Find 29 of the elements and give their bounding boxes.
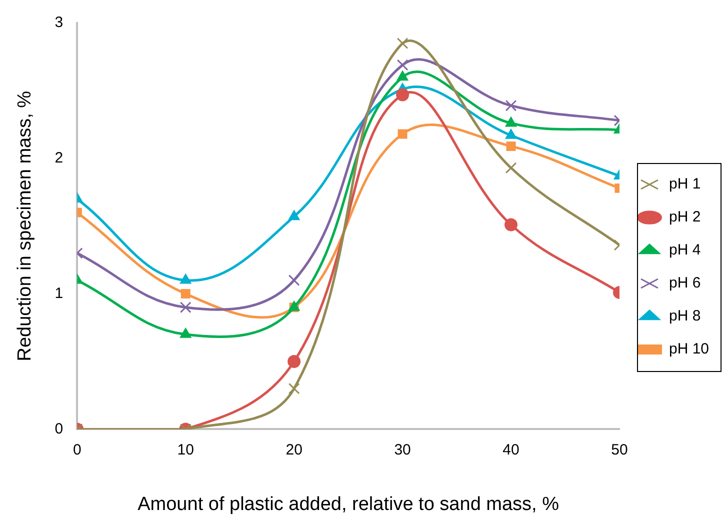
point: [396, 38, 408, 50]
legend-label: pH 2: [668, 208, 701, 226]
point: [288, 210, 300, 220]
legend-label: pH 6: [668, 274, 701, 292]
x-tick-label: 50: [611, 441, 628, 458]
x-tick-label: 20: [286, 441, 302, 458]
legend-label: pH 1: [668, 176, 701, 193]
y-tick-label: 2: [54, 150, 64, 167]
x-tick-label: 0: [72, 441, 82, 458]
x-tick-label: 40: [502, 441, 520, 458]
point: [505, 100, 517, 112]
point: [505, 116, 517, 127]
point: [505, 128, 517, 139]
legend-label: pH 4: [668, 242, 701, 259]
y-tick-label: 3: [54, 14, 64, 32]
legend-label: pH 10: [668, 340, 710, 358]
legend-label: pH 8: [668, 308, 701, 325]
point: [396, 88, 410, 102]
point: [504, 218, 518, 232]
x-axis-title: Amount of plastic added, relative to sand mass, %: [138, 494, 560, 515]
point: [505, 162, 517, 174]
point: [288, 274, 300, 286]
x-tick-label: 10: [177, 441, 194, 458]
point: [396, 59, 408, 71]
x-tick-label: 30: [394, 441, 411, 458]
y-tick-label: 0: [54, 420, 64, 438]
y-tick-label: 1: [54, 284, 64, 302]
point: [396, 70, 408, 81]
y-axis-title: Reduction in specimen mass, %: [14, 90, 36, 362]
